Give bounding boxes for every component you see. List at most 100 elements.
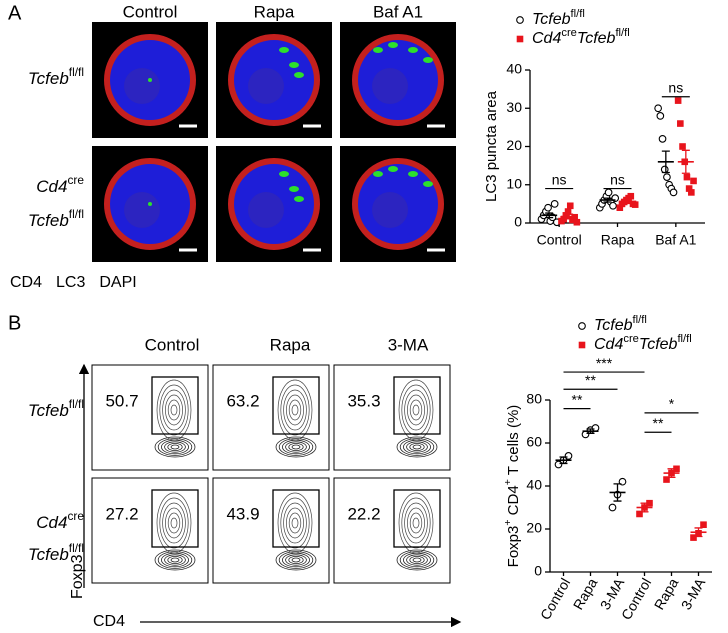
row-label: Tcfebfl/fl — [28, 397, 84, 420]
x-tick-label: Control — [537, 575, 573, 622]
contour — [412, 404, 420, 416]
error-bar — [681, 149, 690, 174]
row-label: Tcfebfl/fl — [28, 207, 84, 230]
point — [646, 499, 653, 507]
significance-label: ns — [552, 171, 567, 187]
contour — [404, 502, 428, 544]
legend-entry: Tcfebfl/fl — [594, 314, 647, 334]
contour — [167, 556, 183, 565]
point — [688, 189, 695, 196]
nucleus-texture — [372, 192, 408, 228]
flow-plot — [212, 364, 330, 471]
contour — [285, 554, 307, 566]
point — [663, 476, 670, 483]
error-bar — [545, 212, 554, 219]
contour — [277, 492, 313, 554]
gate-value: 27.2 — [105, 504, 138, 523]
contour — [407, 394, 425, 426]
point — [700, 521, 707, 528]
y-tick-label: 0 — [534, 563, 542, 579]
text-part: fl/fl — [69, 207, 84, 221]
lc3-punctum — [279, 171, 289, 177]
gate — [393, 376, 441, 435]
error-bar — [623, 199, 632, 205]
significance-label: ** — [653, 415, 664, 431]
point — [609, 201, 617, 210]
point — [591, 424, 600, 432]
point — [578, 341, 586, 349]
point — [636, 510, 643, 518]
lc3-punctum — [289, 62, 299, 68]
contour — [167, 512, 181, 534]
text-part: cre — [623, 333, 639, 345]
lc3-punctum — [373, 171, 383, 177]
point — [683, 173, 691, 181]
error-bar — [603, 197, 612, 203]
contour — [404, 389, 428, 431]
text-part: fl/fl — [615, 27, 629, 39]
contour — [409, 512, 423, 534]
text-part: Foxp3 — [505, 526, 522, 568]
y-tick-label: 80 — [526, 391, 542, 407]
legend-entry: Tcfebfl/fl — [532, 8, 585, 28]
text-part: Tcfeb — [28, 401, 69, 420]
contour — [412, 444, 422, 450]
point — [690, 177, 697, 185]
flow-plot — [91, 477, 209, 584]
y-tick-label: 20 — [526, 520, 542, 536]
gate — [151, 489, 199, 548]
text-part: cre — [67, 509, 84, 523]
column-header: 3-MA — [388, 335, 429, 354]
text-part: T cells (%) — [505, 405, 522, 479]
point — [516, 35, 524, 43]
gate — [272, 489, 320, 548]
panel-label: A — [8, 2, 22, 24]
point — [544, 203, 552, 212]
gate-value: 35.3 — [347, 391, 380, 410]
column-header: Control — [145, 335, 200, 354]
text-part: cre — [67, 173, 84, 187]
lc3-punctum — [148, 202, 152, 206]
contour — [170, 517, 178, 529]
contour — [288, 556, 304, 565]
error-bar — [565, 213, 574, 220]
significance-label: ns — [610, 171, 625, 187]
text-part: fl/fl — [633, 314, 647, 326]
contour — [164, 554, 186, 566]
y-tick-label: 40 — [506, 61, 522, 77]
contour — [159, 384, 189, 436]
gate-value: 43.9 — [226, 504, 259, 523]
contour — [275, 436, 317, 458]
contour — [407, 507, 425, 539]
contour — [162, 502, 186, 544]
y-tick-label: 30 — [506, 99, 522, 115]
x-tick-label: Rapa — [601, 232, 635, 248]
row-label: Tcfebfl/fl — [28, 65, 84, 88]
point — [562, 212, 570, 219]
y-tick-label: 0 — [514, 214, 522, 230]
point — [566, 202, 574, 210]
text-part: Cd4 — [36, 513, 67, 532]
point — [560, 215, 567, 223]
point — [573, 218, 581, 226]
contour — [412, 517, 420, 529]
lc3-punctum — [423, 181, 433, 187]
lc3-punctum — [373, 47, 383, 53]
point — [608, 503, 617, 512]
text-part: cre — [561, 27, 577, 39]
contour — [396, 549, 438, 571]
column-header: Baf A1 — [373, 2, 423, 21]
significance-label: * — [669, 396, 675, 412]
contour — [278, 551, 314, 569]
y-tick-label: 40 — [526, 477, 542, 493]
legend-entry: Cd4creTcfebfl/fl — [594, 333, 692, 353]
lc3-punctum — [388, 42, 398, 48]
significance-label: ns — [668, 79, 683, 95]
lc3-punctum — [408, 47, 418, 53]
text-part: Cd4 — [36, 177, 67, 196]
contour — [288, 512, 302, 534]
point — [679, 143, 686, 150]
point — [564, 452, 573, 460]
stain-legend: DAPI — [99, 274, 136, 291]
text-part: Tcfeb — [28, 69, 69, 88]
